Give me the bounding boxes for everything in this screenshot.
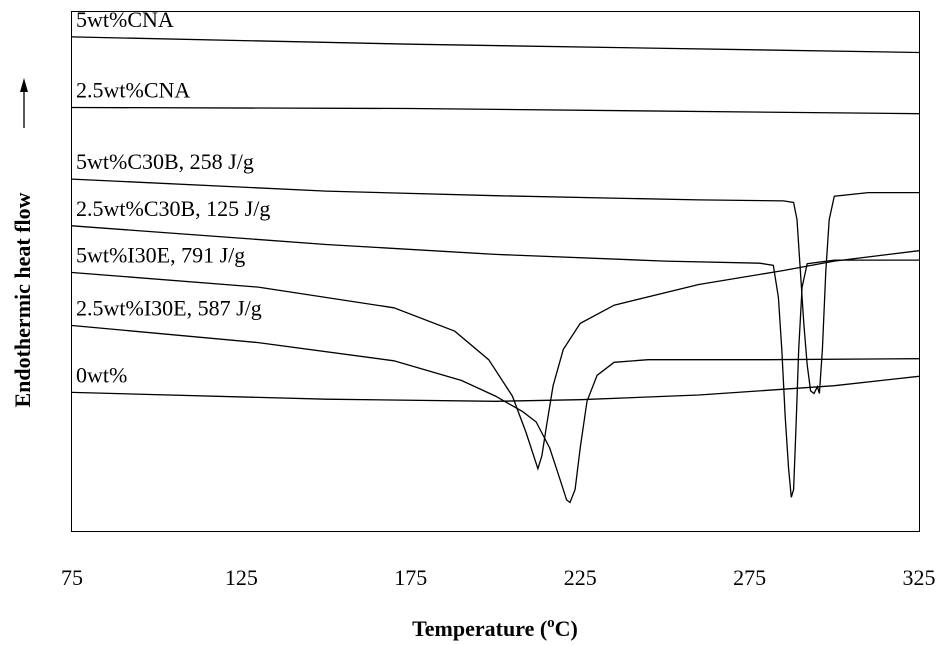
series-label-5wt-c30b-258-j-g: 5wt%C30B, 258 J/g	[76, 149, 254, 174]
series-curve-2-5wt-i30e-587-j-g	[71, 324, 920, 504]
series-curve-0wt	[71, 375, 920, 402]
x-tick-label: 75	[61, 565, 83, 590]
series-labels: 5wt%CNA 2.5wt%CNA 5wt%C30B, 258 J/g 2.5wt%C…	[76, 7, 270, 388]
x-tick-label: 125	[225, 565, 258, 590]
series-label-2-5wt-i30e-587-j-g: 2.5wt%I30E, 587 J/g	[76, 295, 262, 320]
x-tick-label: 175	[394, 565, 427, 590]
series-label-2-5wt-c30b-125-j-g: 2.5wt%C30B, 125 J/g	[76, 196, 270, 221]
series-label-5wt-i30e-791-j-g: 5wt%I30E, 791 J/g	[76, 243, 245, 268]
series-label-2-5wt-cna: 2.5wt%CNA	[76, 77, 190, 102]
y-axis-arrow	[20, 78, 28, 128]
series-curve-2-5wt-c30b-125-j-g	[71, 225, 919, 498]
x-axis-title-superscript: o	[547, 615, 555, 631]
series-curve-5wt-cna	[71, 36, 920, 54]
series-curves	[71, 36, 920, 504]
series-curve-5wt-i30e-791-j-g	[71, 250, 920, 471]
series-curve-2-5wt-cna	[71, 106, 920, 115]
x-tick-label: 275	[733, 565, 766, 590]
series-label-5wt-cna: 5wt%CNA	[76, 7, 174, 32]
x-tick-label: 325	[903, 565, 936, 590]
x-axis-title: Temperature (oC)	[412, 615, 578, 641]
y-axis-title: Endothermic heat flow	[10, 192, 35, 407]
plot-frame	[71, 11, 920, 532]
series-label-0wt: 0wt%	[76, 362, 127, 387]
x-tick-label: 225	[564, 565, 597, 590]
series-curve-5wt-c30b-258-j-g	[71, 178, 919, 395]
x-tick-labels: 75 125 175 225 275 325	[61, 565, 936, 590]
